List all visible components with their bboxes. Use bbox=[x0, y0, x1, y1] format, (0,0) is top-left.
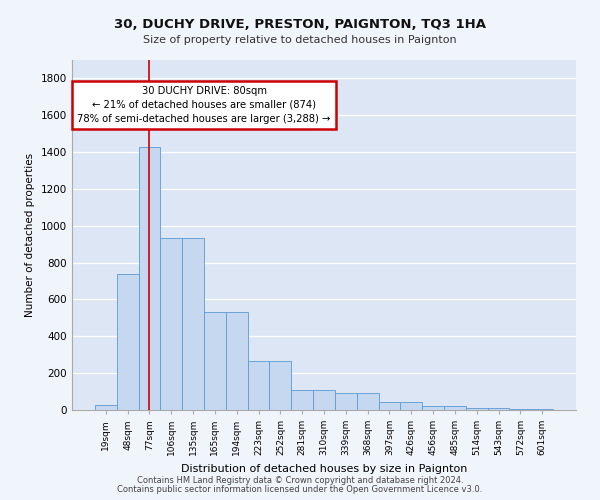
Text: Size of property relative to detached houses in Paignton: Size of property relative to detached ho… bbox=[143, 35, 457, 45]
Bar bbox=[269, 361, 291, 410]
Bar bbox=[422, 406, 444, 410]
Bar bbox=[509, 408, 531, 410]
Bar bbox=[248, 361, 269, 410]
Bar bbox=[444, 406, 466, 410]
Text: Contains HM Land Registry data © Crown copyright and database right 2024.: Contains HM Land Registry data © Crown c… bbox=[137, 476, 463, 485]
Bar bbox=[226, 312, 248, 410]
Text: 30 DUCHY DRIVE: 80sqm
← 21% of detached houses are smaller (874)
78% of semi-det: 30 DUCHY DRIVE: 80sqm ← 21% of detached … bbox=[77, 86, 331, 124]
Bar bbox=[139, 146, 160, 410]
Bar bbox=[488, 408, 509, 410]
Bar bbox=[379, 402, 400, 410]
Bar bbox=[313, 390, 335, 410]
X-axis label: Distribution of detached houses by size in Paignton: Distribution of detached houses by size … bbox=[181, 464, 467, 473]
Bar bbox=[531, 408, 553, 410]
Bar bbox=[400, 402, 422, 410]
Bar bbox=[204, 312, 226, 410]
Bar bbox=[466, 408, 488, 410]
Y-axis label: Number of detached properties: Number of detached properties bbox=[25, 153, 35, 317]
Bar bbox=[291, 390, 313, 410]
Bar bbox=[182, 238, 204, 410]
Bar bbox=[95, 406, 117, 410]
Bar bbox=[160, 238, 182, 410]
Bar bbox=[357, 392, 379, 410]
Bar bbox=[117, 274, 139, 410]
Text: 30, DUCHY DRIVE, PRESTON, PAIGNTON, TQ3 1HA: 30, DUCHY DRIVE, PRESTON, PAIGNTON, TQ3 … bbox=[114, 18, 486, 30]
Text: Contains public sector information licensed under the Open Government Licence v3: Contains public sector information licen… bbox=[118, 485, 482, 494]
Bar bbox=[335, 392, 357, 410]
